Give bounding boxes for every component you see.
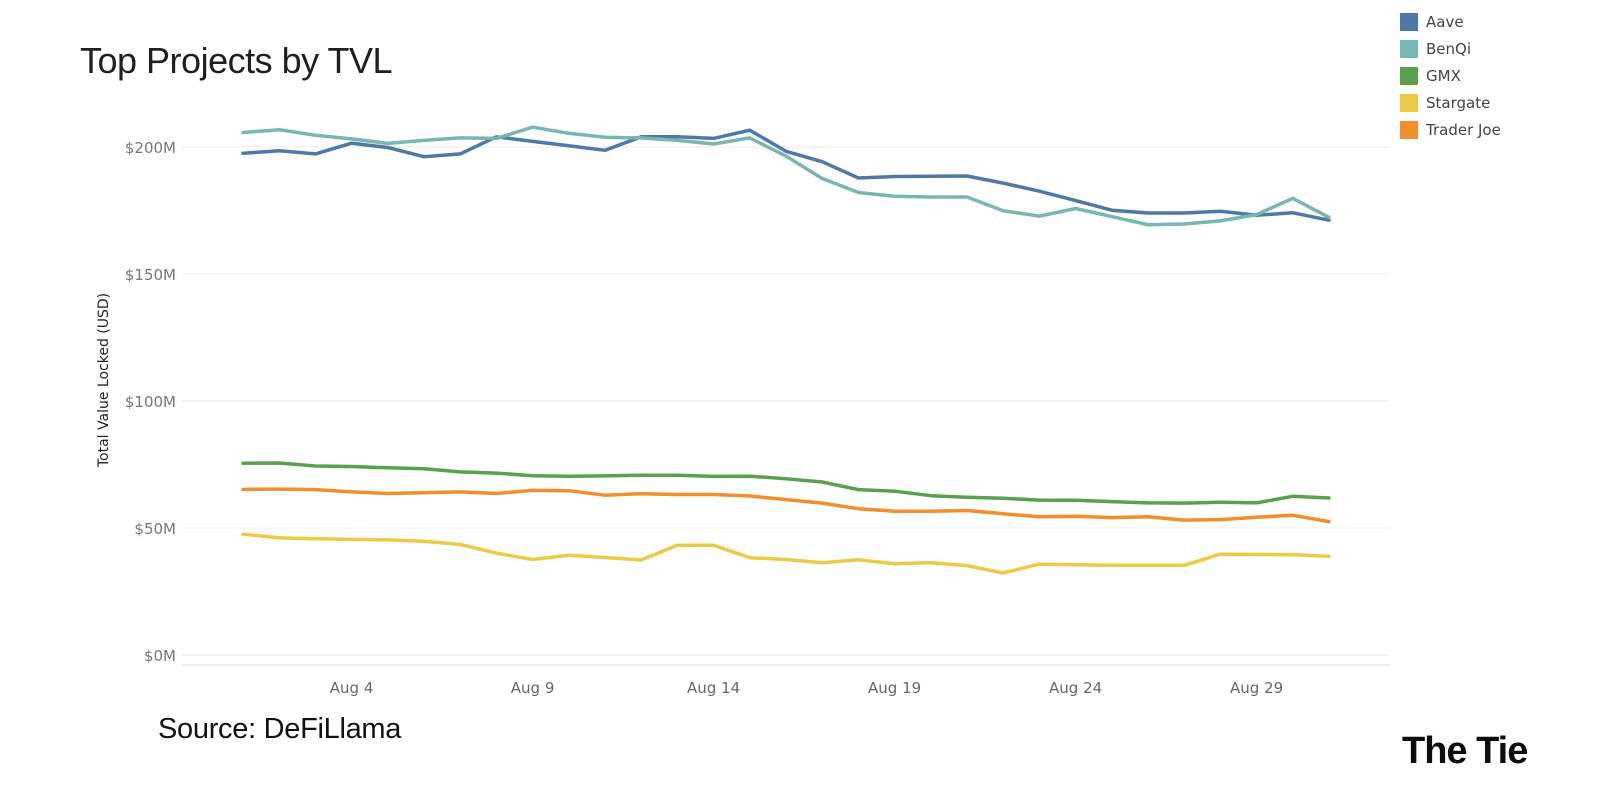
- legend-label: GMX: [1426, 66, 1461, 85]
- y-tick-label: $50M: [134, 520, 176, 538]
- legend-item-benqi: BenQi: [1400, 35, 1501, 62]
- y-tick-label: $100M: [125, 393, 176, 411]
- legend-item-gmx: GMX: [1400, 62, 1501, 89]
- series-line-benqi: [241, 125, 1331, 227]
- brand-logo: The Tie: [1402, 730, 1528, 772]
- legend-swatch: [1400, 120, 1418, 139]
- legend-swatch: [1400, 66, 1418, 85]
- legend-swatch: [1400, 39, 1418, 58]
- legend-item-stargate: Stargate: [1400, 89, 1501, 116]
- y-axis-label: Total Value Locked (USD): [96, 293, 112, 468]
- y-tick-label: $150M: [125, 266, 176, 284]
- legend-label: Trader Joe: [1426, 120, 1501, 139]
- legend-item-trader-joe: Trader Joe: [1400, 116, 1501, 143]
- x-tick-label: Aug 19: [868, 679, 921, 697]
- series-line-gmx: [241, 461, 1331, 505]
- x-tick-label: Aug 9: [511, 679, 555, 697]
- legend-label: Aave: [1426, 12, 1464, 31]
- series-line-trader-joe: [241, 487, 1331, 524]
- x-tick-label: Aug 14: [687, 679, 740, 697]
- series-line-stargate: [241, 532, 1331, 575]
- series-line-aave: [241, 128, 1331, 222]
- source-note: Source: DeFiLlama: [158, 713, 402, 745]
- legend-label: BenQi: [1426, 39, 1471, 58]
- x-tick-label: Aug 29: [1230, 679, 1283, 697]
- legend-swatch: [1400, 93, 1418, 112]
- x-tick-label: Aug 4: [330, 679, 374, 697]
- x-tick-label: Aug 24: [1049, 679, 1102, 697]
- y-tick-label: $0M: [144, 647, 176, 665]
- chart-title: Top Projects by TVL: [80, 40, 393, 81]
- legend: Aave BenQi GMX Stargate Trader Joe: [1400, 8, 1501, 143]
- y-tick-label: $200M: [125, 139, 176, 157]
- legend-label: Stargate: [1426, 93, 1491, 112]
- legend-item-aave: Aave: [1400, 8, 1501, 35]
- legend-swatch: [1400, 12, 1418, 31]
